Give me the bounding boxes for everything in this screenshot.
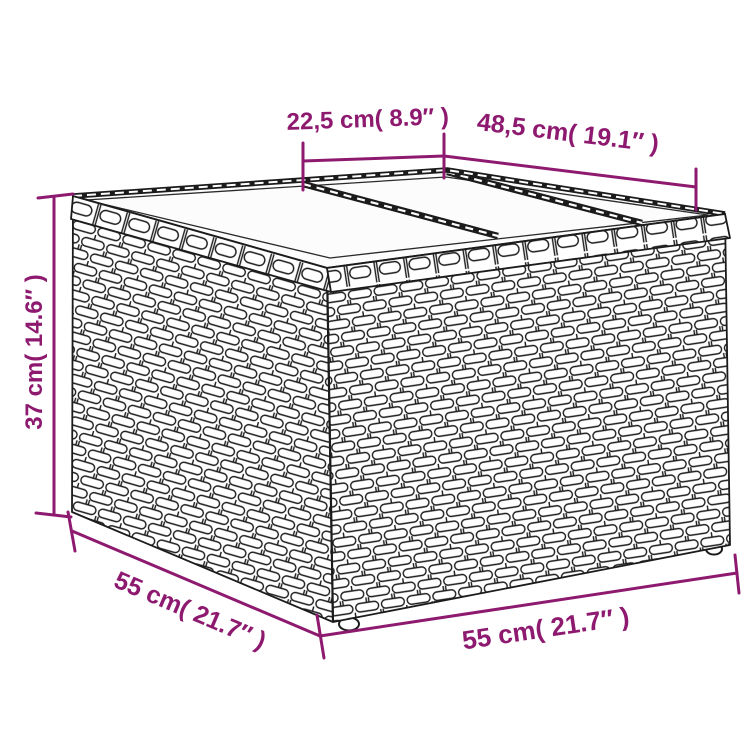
label-width-55cm: 55 cm( 21.7″ ) <box>460 601 631 656</box>
dimension-depth-55cm <box>66 510 322 638</box>
table-front-corner-edge <box>325 267 335 623</box>
dimension-glass-48cm <box>442 154 698 212</box>
dimension-tick <box>36 192 75 200</box>
label-height-37cm: 37 cm( 14.6″ ) <box>21 274 48 430</box>
dimension-line <box>301 154 446 163</box>
table-left-face-weave <box>72 196 333 622</box>
dimension-line <box>70 529 322 638</box>
dimension-width-55cm <box>315 553 741 660</box>
glass-divider-right-weave <box>446 170 643 225</box>
dimension-height-37cm <box>34 192 75 519</box>
glass-divider-left-weave <box>302 182 499 238</box>
dimension-tick <box>34 511 73 519</box>
table-top-back-edges-weave <box>72 169 726 215</box>
dimension-tick <box>315 613 326 660</box>
dimension-annotations <box>34 132 741 660</box>
dimension-line <box>442 154 698 189</box>
dimension-tick <box>66 510 77 553</box>
label-glass-panel-22cm: 22,5 cm( 8.9″ ) <box>286 103 449 136</box>
label-glass-48cm: 48,5 cm( 19.1″ ) <box>475 108 660 158</box>
dimension-tick <box>733 553 741 595</box>
table-rim-band-right-weave <box>327 214 730 292</box>
table-rim-band-left-weave <box>71 196 331 292</box>
rattan-table-illustration <box>70 167 731 632</box>
table-right-face-weave <box>327 214 730 622</box>
dimension-line <box>318 571 739 638</box>
table-top-glass-inner-frame <box>85 176 709 259</box>
